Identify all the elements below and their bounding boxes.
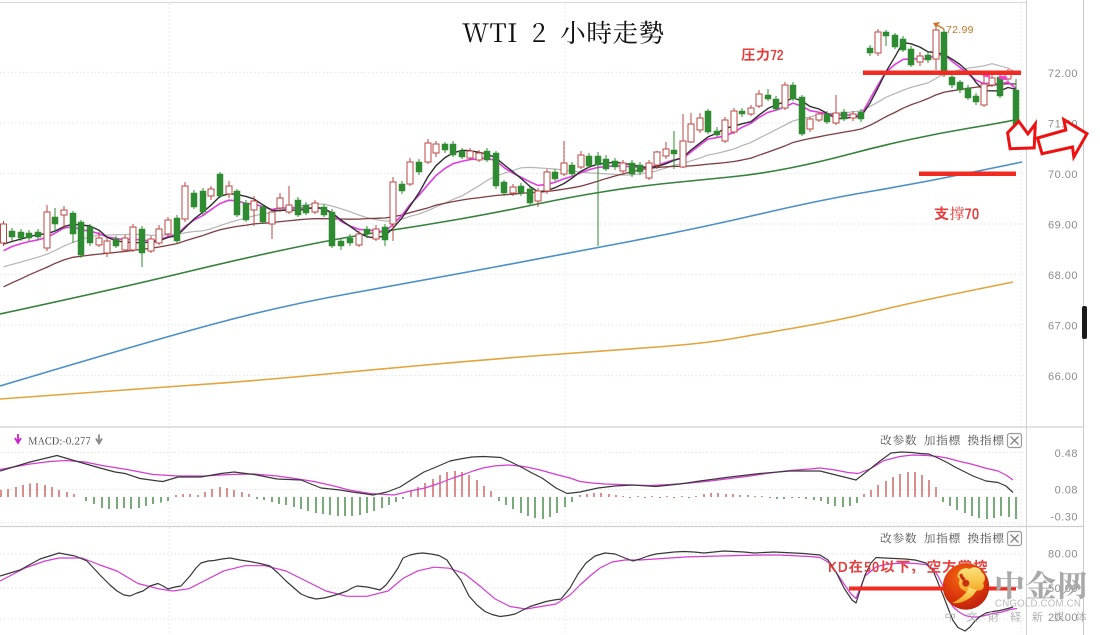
svg-text:67.00: 67.00 xyxy=(1048,321,1078,333)
svg-text:69.00: 69.00 xyxy=(1048,220,1078,232)
svg-text:72.99: 72.99 xyxy=(946,24,974,36)
svg-text:-0.30: -0.30 xyxy=(1050,512,1078,524)
svg-text:0.08: 0.08 xyxy=(1055,485,1078,497)
svg-text:CNGOLD.COM.CN: CNGOLD.COM.CN xyxy=(995,599,1081,610)
svg-text:68.00: 68.00 xyxy=(1048,270,1078,282)
svg-text:66.00: 66.00 xyxy=(1048,371,1078,383)
svg-text:0.48: 0.48 xyxy=(1055,448,1078,460)
svg-text:70.00: 70.00 xyxy=(1048,169,1078,181)
svg-text:72.00: 72.00 xyxy=(1048,68,1078,80)
svg-text:80.00: 80.00 xyxy=(1048,549,1078,561)
